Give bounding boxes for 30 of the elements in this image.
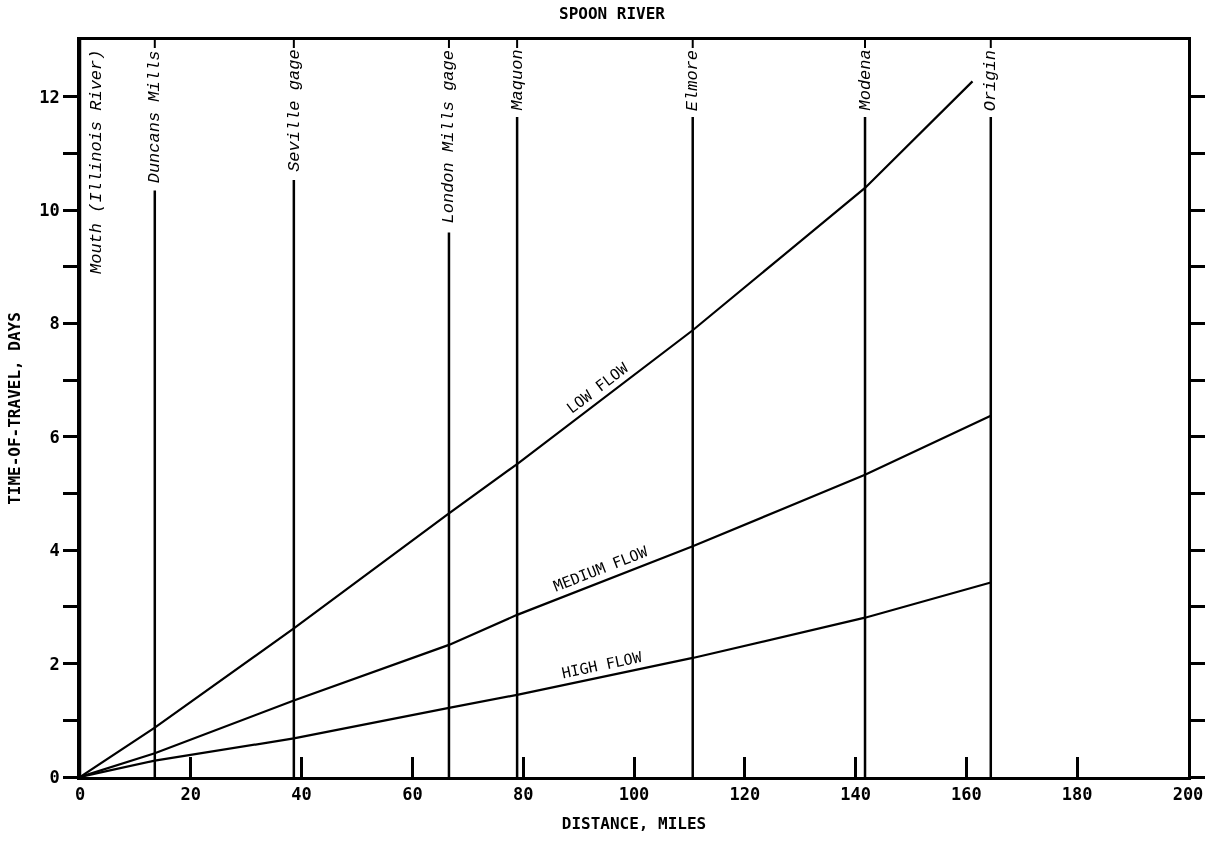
y-tick-label: 0 xyxy=(49,766,60,787)
y-axis-title: TIME-OF-TRAVEL, DAYS xyxy=(5,312,25,505)
ref-line-label: Maquon xyxy=(507,49,527,111)
y-tick-label: 2 xyxy=(49,653,60,674)
y-tick-label: 6 xyxy=(49,426,60,447)
y-tick-label: 12 xyxy=(39,86,60,107)
ref-line-label: Mouth (Illinois River) xyxy=(87,49,106,274)
x-tick-label: 200 xyxy=(1172,784,1204,805)
ref-line-label: Modena xyxy=(855,49,875,111)
text: HIGH FLOW xyxy=(560,647,645,683)
chart-title: SPOON RIVER xyxy=(559,4,666,24)
x-tick-label: 140 xyxy=(840,784,871,805)
ref-line-label: London Mills gage xyxy=(439,50,459,224)
x-tick-label: 180 xyxy=(1061,784,1093,805)
ref-line-label: Origin xyxy=(981,50,1001,112)
x-tick-label: 80 xyxy=(512,784,534,805)
y-tick-label: 10 xyxy=(39,200,60,221)
ref-line-label: Seville gage xyxy=(284,49,304,172)
x-tick-label: 60 xyxy=(402,784,423,805)
x-tick-label: 40 xyxy=(291,784,312,805)
x-tick-label: 20 xyxy=(180,784,202,805)
x-tick-label: 100 xyxy=(618,784,650,805)
ref-line-label: Duncans Mills xyxy=(145,50,165,184)
x-axis-title: DISTANCE, MILES xyxy=(561,813,707,833)
x-tick-label: 160 xyxy=(951,784,982,805)
y-tick-label: 4 xyxy=(49,540,60,561)
x-tick-label: 120 xyxy=(729,784,761,805)
x-tick-label: 0 xyxy=(74,784,86,805)
y-tick-label: 8 xyxy=(49,313,60,334)
ref-line-label: Elmore xyxy=(683,50,703,112)
